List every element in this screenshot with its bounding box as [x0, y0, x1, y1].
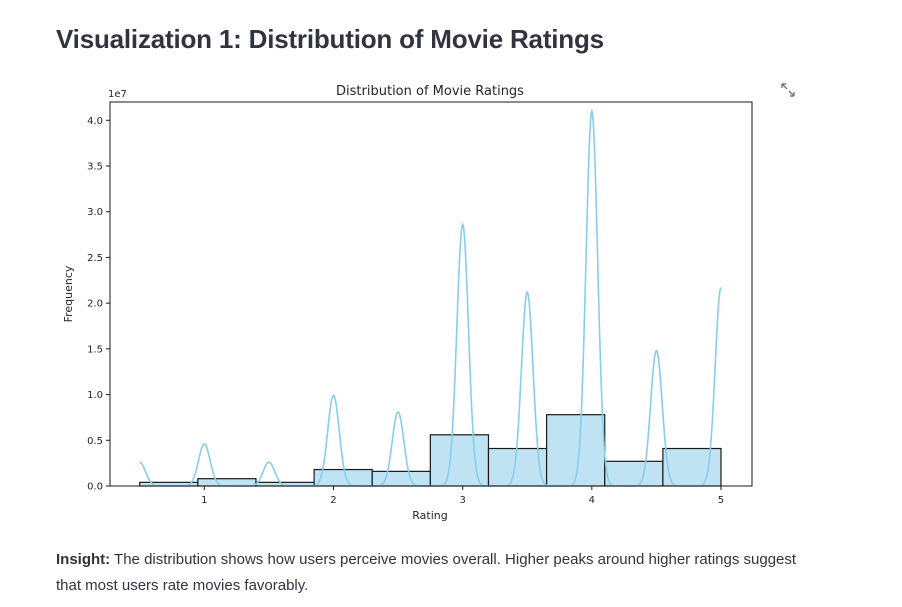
insight-paragraph: Insight: The distribution shows how user…: [56, 547, 816, 599]
x-tick-label-5: 5: [718, 495, 724, 506]
histogram-bar-8: [604, 460, 664, 487]
y-tick-label-3: 3.0: [87, 207, 103, 218]
chart-title: Distribution of Movie Ratings: [336, 84, 524, 99]
x-tick-label-2: 2: [330, 495, 336, 506]
y-axis-ticks: 0.0 0.5 1.0 1.5 2.0 2.5 3.0 3.5 4.0: [87, 116, 110, 493]
histogram-bar-6: [487, 447, 548, 487]
insight-text: The distribution shows how users perceiv…: [56, 551, 797, 594]
x-axis-label: Rating: [412, 509, 447, 522]
page-title: Visualization 1: Distribution of Movie R…: [56, 24, 604, 54]
histogram-bar-9: [662, 447, 722, 487]
y-tick-label-0.5: 0.5: [87, 436, 103, 447]
x-tick-label-4: 4: [589, 495, 595, 506]
histogram-bar-1: [197, 478, 257, 487]
bars-layer: [139, 414, 722, 487]
x-tick-label-3: 3: [459, 495, 465, 506]
expand-arrows-icon[interactable]: [780, 82, 796, 98]
y-axis-label: Frequency: [62, 265, 75, 322]
y-tick-label-3.5: 3.5: [87, 162, 103, 173]
y-tick-label-2: 2.0: [87, 299, 103, 310]
histogram-bar-4: [371, 470, 431, 487]
plot-frame: [109, 101, 753, 487]
histogram-bar-5: [429, 434, 490, 487]
y-tick-label-2.5: 2.5: [87, 253, 103, 264]
kde-line: [139, 108, 722, 487]
x-tick-label-1: 1: [201, 495, 207, 506]
insight-label: Insight:: [56, 551, 111, 568]
x-axis-ticks: 1 2 3 4 5: [201, 486, 724, 506]
y-tick-label-1.5: 1.5: [87, 344, 103, 355]
y-tick-label-1: 1.0: [87, 390, 103, 401]
kde-layer: [139, 108, 722, 487]
y-tick-label-0: 0.0: [87, 482, 103, 493]
y-tick-label-4: 4.0: [87, 116, 103, 127]
y-scale-label: 1e7: [108, 89, 127, 100]
